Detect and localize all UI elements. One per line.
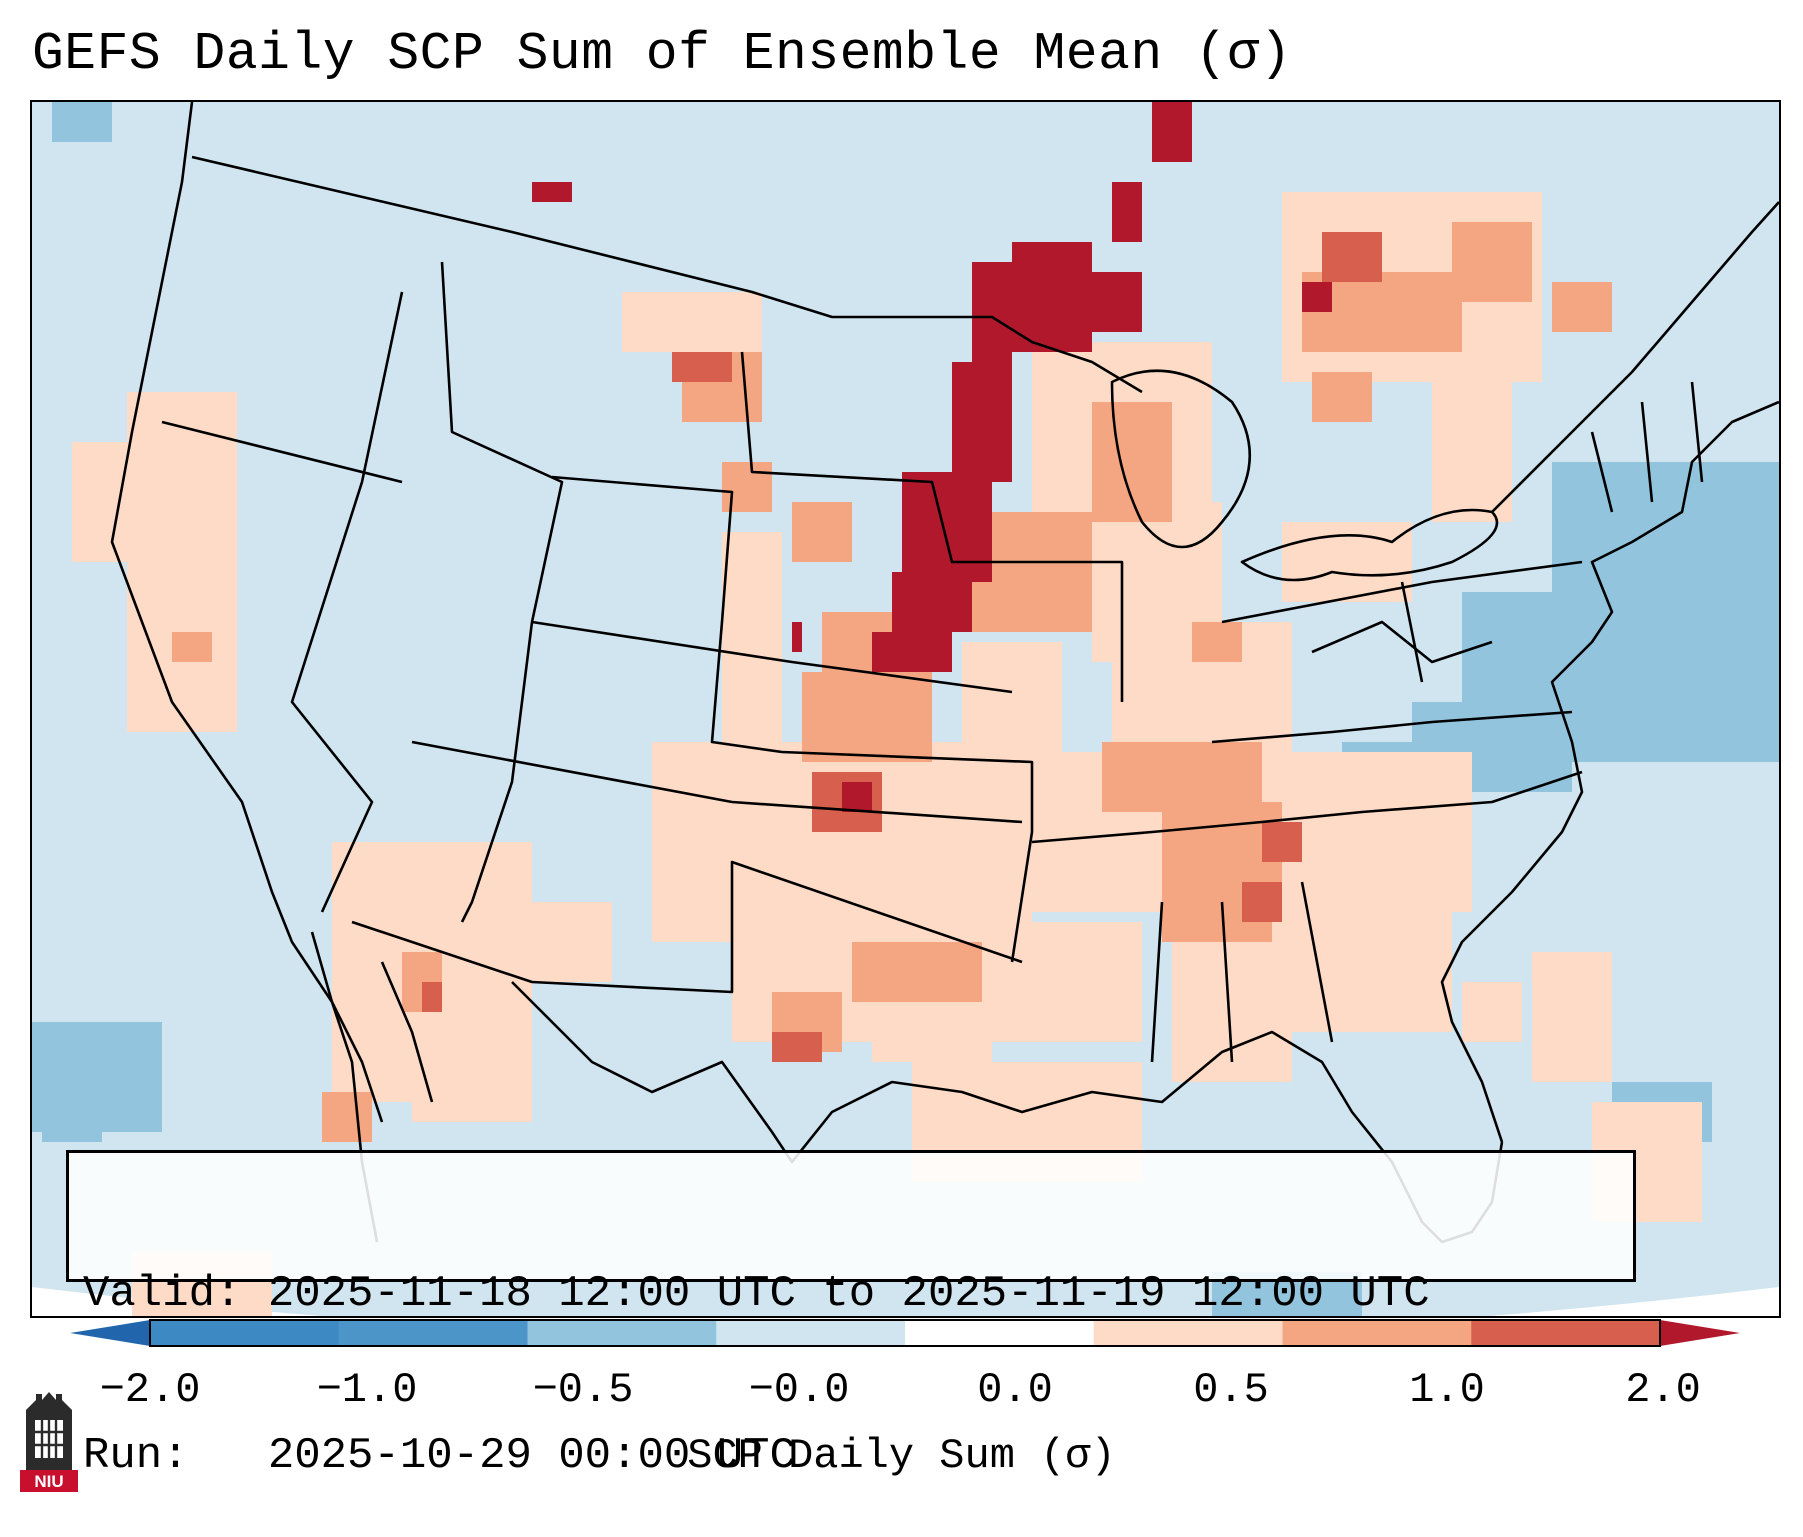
lake-erie-ontario (1240, 508, 1499, 582)
colorbar-bin (905, 1320, 1095, 1346)
border-east-1 (1221, 560, 1583, 664)
colorbar-bin (1093, 1320, 1283, 1346)
run-time-line: Run: 2025-10-29 00:00 UTC (83, 1431, 796, 1481)
colorbar-bin (150, 1320, 340, 1346)
border-south-3 (1150, 881, 1334, 1063)
colorbar-tick-label: −0.0 (748, 1366, 850, 1414)
colorbar-bin (527, 1320, 717, 1346)
colorbar-tick-label: 0.5 (1193, 1366, 1269, 1414)
west-coastline (110, 102, 379, 1243)
colorbar-tick-label: −1.0 (316, 1366, 418, 1414)
chart-title: GEFS Daily SCP Sum of Ensemble Mean (σ) (32, 24, 1292, 84)
st-lawrence-shore (1491, 201, 1779, 513)
colorbar-graphic (70, 1319, 1740, 1347)
border-central-2 (740, 351, 1124, 702)
border-northeast (1590, 381, 1704, 513)
colorbar-bin (1282, 1320, 1472, 1346)
validity-info-box: Valid: 2025-11-18 12:00 UTC to 2025-11-1… (66, 1150, 1636, 1481)
border-central-1 (551, 475, 1034, 963)
colorbar-label: SCP Daily Sum (σ) (687, 1432, 1116, 1480)
extreme-positive-cells (532, 102, 1332, 812)
colorbar-outline (149, 1319, 1661, 1347)
border-south-2 (1031, 770, 1583, 844)
colorbar (70, 1318, 1740, 1348)
colorbar-bin (338, 1320, 528, 1346)
border-west-1 (161, 291, 404, 913)
canada-us-border (191, 155, 1143, 394)
border-south-1 (351, 860, 1023, 994)
border-east-2 (1211, 581, 1573, 744)
colorbar-tick-label: 1.0 (1409, 1366, 1485, 1414)
colorbar-over-triangle (1660, 1320, 1740, 1346)
border-central-3 (411, 620, 1023, 824)
colorbar-tick-label: −0.5 (532, 1366, 634, 1414)
colorbar-tick-label: 2.0 (1625, 1366, 1701, 1414)
map-panel (30, 100, 1781, 1318)
colorbar-under-triangle (70, 1320, 150, 1346)
niu-logo: NIU (20, 1392, 78, 1492)
colorbar-bin (716, 1320, 906, 1346)
valid-time-line: Valid: 2025-11-18 12:00 UTC to 2025-11-1… (83, 1269, 1430, 1319)
colorbar-tick-label: 0.0 (977, 1366, 1053, 1414)
colorbar-tick-label: −2.0 (99, 1366, 201, 1414)
conus-map (32, 102, 1779, 1316)
colorbar-bin (1471, 1320, 1661, 1346)
geographic-boundaries (110, 102, 1779, 1244)
baja-coastline (310, 931, 434, 1123)
great-lakes-region (1110, 369, 1252, 549)
svg-text:NIU: NIU (34, 1472, 63, 1491)
